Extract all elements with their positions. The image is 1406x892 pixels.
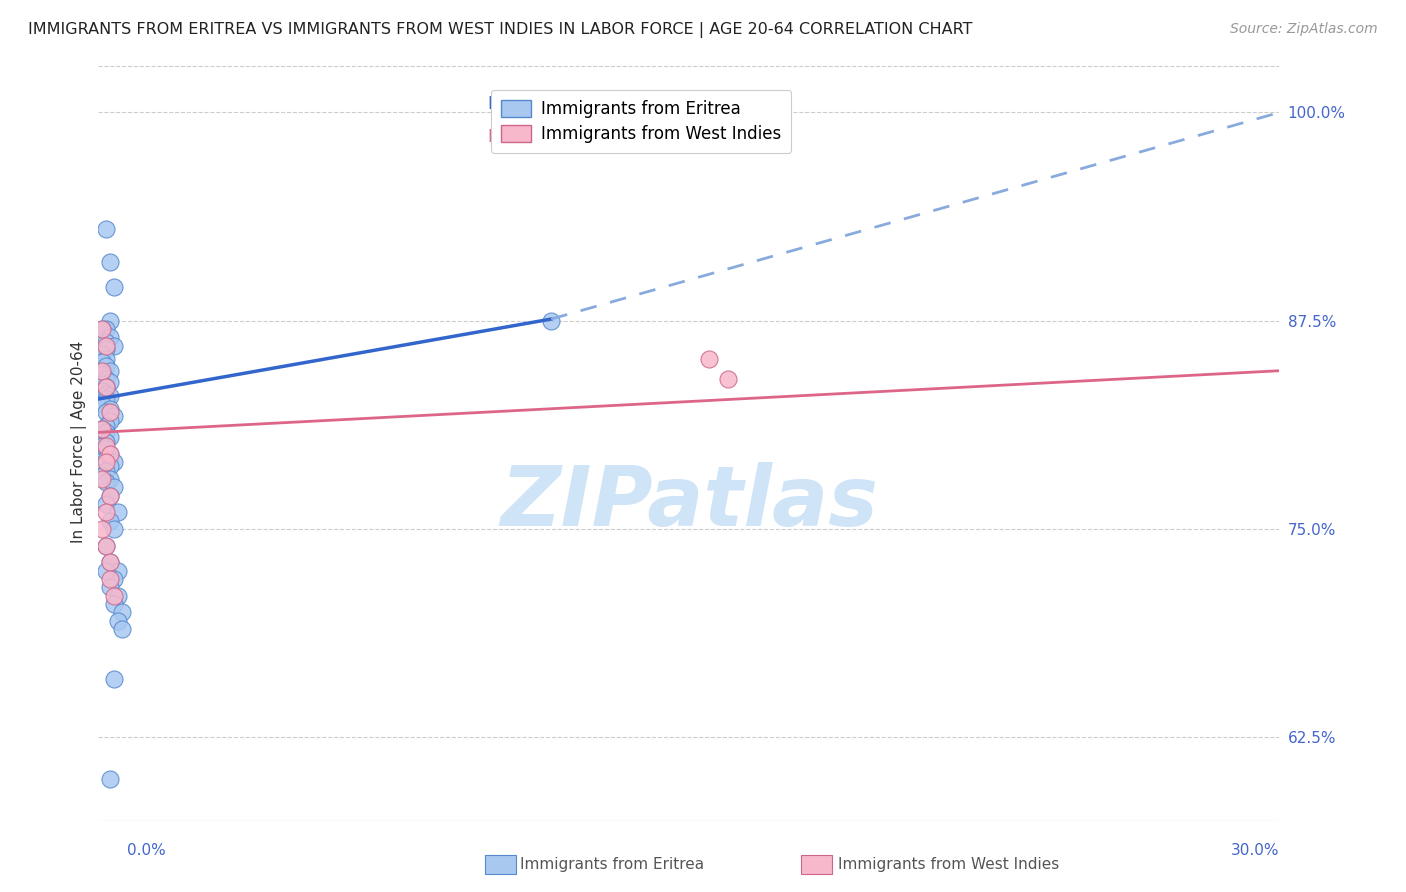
Point	[98, 402, 121, 417]
Point	[91, 355, 114, 369]
Point	[103, 455, 125, 469]
Point	[91, 364, 114, 378]
Point	[103, 522, 125, 536]
Point	[107, 505, 129, 519]
Point	[96, 439, 118, 453]
Point	[697, 352, 720, 367]
Point	[96, 475, 118, 490]
Point	[91, 384, 114, 398]
Point	[103, 339, 125, 353]
Point	[98, 389, 121, 403]
Point	[96, 435, 118, 450]
Text: Immigrants from Eritrea: Immigrants from Eritrea	[520, 857, 704, 871]
Point	[98, 555, 121, 569]
Point	[98, 472, 121, 486]
Point	[103, 672, 125, 686]
Point	[91, 472, 114, 486]
Point	[91, 347, 114, 361]
Point	[96, 564, 118, 578]
Point	[111, 622, 134, 636]
Point	[96, 452, 118, 467]
Point	[96, 222, 118, 236]
Point	[98, 489, 121, 503]
Point	[103, 409, 125, 423]
Point	[98, 514, 121, 528]
Point	[103, 597, 125, 611]
Text: 0.0%: 0.0%	[127, 843, 166, 858]
Point	[98, 330, 121, 344]
Text: IMMIGRANTS FROM ERITREA VS IMMIGRANTS FROM WEST INDIES IN LABOR FORCE | AGE 20-6: IMMIGRANTS FROM ERITREA VS IMMIGRANTS FR…	[28, 22, 973, 38]
Point	[96, 418, 118, 433]
Point	[98, 376, 121, 390]
Point	[107, 614, 129, 628]
Text: Immigrants from West Indies: Immigrants from West Indies	[838, 857, 1059, 871]
Point	[98, 447, 121, 461]
Point	[91, 397, 114, 411]
Text: 30.0%: 30.0%	[1232, 843, 1279, 858]
Point	[540, 314, 562, 328]
Point	[103, 589, 125, 603]
Text: R = 0.195: R = 0.195	[488, 95, 586, 113]
Point	[103, 280, 125, 294]
Point	[96, 387, 118, 401]
Point	[96, 380, 118, 394]
Point	[96, 380, 118, 394]
Point	[98, 555, 121, 569]
Point	[98, 572, 121, 586]
Point	[98, 458, 121, 473]
Text: R = 0.126: R = 0.126	[488, 128, 586, 146]
Point	[717, 372, 740, 386]
Point	[91, 439, 114, 453]
Point	[96, 464, 118, 478]
Point	[107, 589, 129, 603]
Point	[103, 572, 125, 586]
Point	[96, 455, 118, 469]
Point	[96, 392, 118, 406]
Point	[98, 489, 121, 503]
Point	[91, 522, 114, 536]
Y-axis label: In Labor Force | Age 20-64: In Labor Force | Age 20-64	[72, 341, 87, 542]
Point	[91, 422, 114, 436]
Point	[98, 414, 121, 428]
Point	[96, 342, 118, 356]
Point	[96, 335, 118, 350]
Point	[96, 539, 118, 553]
Point	[98, 447, 121, 461]
Point	[96, 372, 118, 386]
Text: ZIPatlas: ZIPatlas	[501, 462, 877, 542]
Point	[96, 359, 118, 373]
Point	[91, 422, 114, 436]
Point	[111, 605, 134, 619]
Point	[96, 425, 118, 440]
Point	[98, 255, 121, 269]
Point	[91, 322, 114, 336]
Text: Source: ZipAtlas.com: Source: ZipAtlas.com	[1230, 22, 1378, 37]
Text: N = 19: N = 19	[606, 128, 673, 146]
Point	[96, 352, 118, 367]
Point	[96, 322, 118, 336]
Point	[98, 405, 121, 419]
Point	[98, 430, 121, 444]
Point	[91, 468, 114, 483]
Point	[91, 367, 114, 381]
Point	[98, 364, 121, 378]
Point	[98, 580, 121, 594]
Point	[96, 539, 118, 553]
Point	[96, 405, 118, 419]
Point	[96, 505, 118, 519]
Point	[96, 339, 118, 353]
Text: N = 64: N = 64	[606, 95, 673, 113]
Point	[96, 497, 118, 511]
Point	[103, 480, 125, 494]
Point	[98, 772, 121, 786]
Point	[91, 377, 114, 392]
Point	[91, 322, 114, 336]
Point	[107, 564, 129, 578]
Point	[96, 442, 118, 456]
Point	[98, 314, 121, 328]
Legend: Immigrants from Eritrea, Immigrants from West Indies: Immigrants from Eritrea, Immigrants from…	[491, 90, 790, 153]
